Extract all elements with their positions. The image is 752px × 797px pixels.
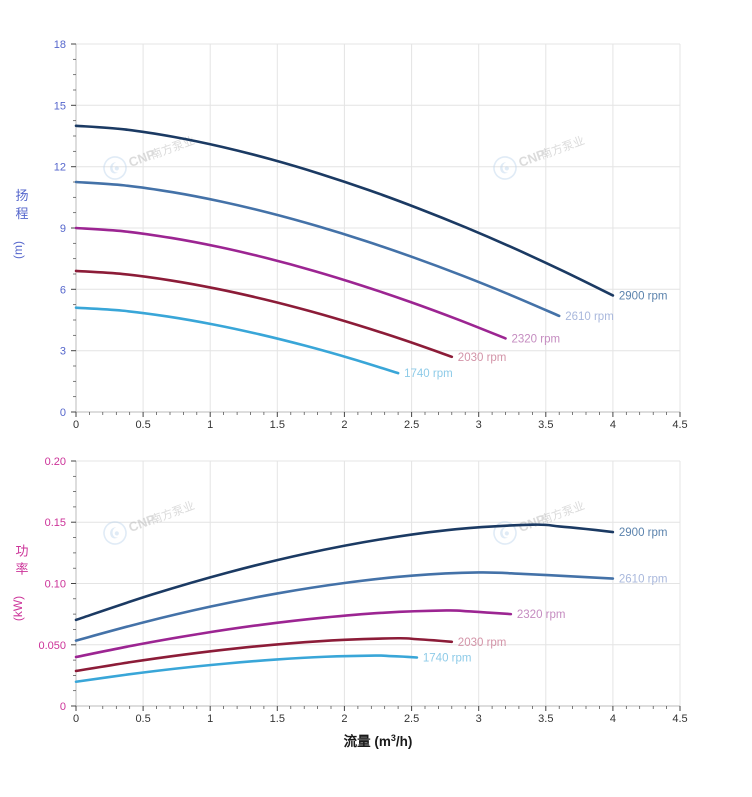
svg-text:1.5: 1.5 xyxy=(270,419,285,431)
svg-text:12: 12 xyxy=(54,162,66,174)
svg-text:0: 0 xyxy=(73,713,79,725)
svg-text:0.10: 0.10 xyxy=(45,579,66,591)
svg-text:1.5: 1.5 xyxy=(270,713,285,725)
svg-text:2: 2 xyxy=(341,713,347,725)
svg-text:2.5: 2.5 xyxy=(404,419,419,431)
svg-text:0: 0 xyxy=(60,701,66,713)
svg-text:18: 18 xyxy=(54,39,66,51)
svg-text:扬: 扬 xyxy=(15,188,28,203)
svg-text:(kW): (kW) xyxy=(11,596,25,621)
svg-text:0.15: 0.15 xyxy=(45,517,66,529)
svg-text:2900 rpm: 2900 rpm xyxy=(619,291,668,303)
svg-text:0.20: 0.20 xyxy=(45,456,66,468)
svg-text:0.5: 0.5 xyxy=(135,419,150,431)
svg-text:9: 9 xyxy=(60,223,66,235)
svg-text:15: 15 xyxy=(54,100,66,112)
svg-text:0.5: 0.5 xyxy=(135,713,150,725)
svg-text:2320 rpm: 2320 rpm xyxy=(512,333,561,345)
svg-text:率: 率 xyxy=(15,562,28,577)
svg-text:4.5: 4.5 xyxy=(672,713,687,725)
svg-text:4: 4 xyxy=(610,713,616,725)
svg-text:1740 rpm: 1740 rpm xyxy=(404,368,453,380)
svg-text:2: 2 xyxy=(341,419,347,431)
svg-text:3: 3 xyxy=(476,419,482,431)
svg-text:4.5: 4.5 xyxy=(672,419,687,431)
svg-text:1: 1 xyxy=(207,419,213,431)
svg-text:2320 rpm: 2320 rpm xyxy=(517,609,566,621)
svg-text:2900 rpm: 2900 rpm xyxy=(619,527,668,539)
svg-text:流量 (m3/h): 流量 (m3/h) xyxy=(344,733,413,749)
svg-text:程: 程 xyxy=(15,206,28,221)
svg-text:3.5: 3.5 xyxy=(538,713,553,725)
svg-text:2030 rpm: 2030 rpm xyxy=(458,637,507,649)
svg-text:2030 rpm: 2030 rpm xyxy=(458,352,507,364)
svg-text:0.050: 0.050 xyxy=(38,640,66,652)
svg-text:3.5: 3.5 xyxy=(538,419,553,431)
svg-text:0: 0 xyxy=(60,407,66,419)
svg-text:(m): (m) xyxy=(11,241,25,259)
svg-text:3: 3 xyxy=(60,346,66,358)
svg-text:2610 rpm: 2610 rpm xyxy=(565,311,614,323)
svg-text:4: 4 xyxy=(610,419,616,431)
svg-text:1: 1 xyxy=(207,713,213,725)
svg-text:0: 0 xyxy=(73,419,79,431)
svg-text:3: 3 xyxy=(476,713,482,725)
svg-text:2.5: 2.5 xyxy=(404,713,419,725)
svg-text:2610 rpm: 2610 rpm xyxy=(619,574,668,586)
svg-text:功: 功 xyxy=(15,544,28,559)
svg-text:1740 rpm: 1740 rpm xyxy=(423,653,472,665)
svg-text:6: 6 xyxy=(60,284,66,296)
